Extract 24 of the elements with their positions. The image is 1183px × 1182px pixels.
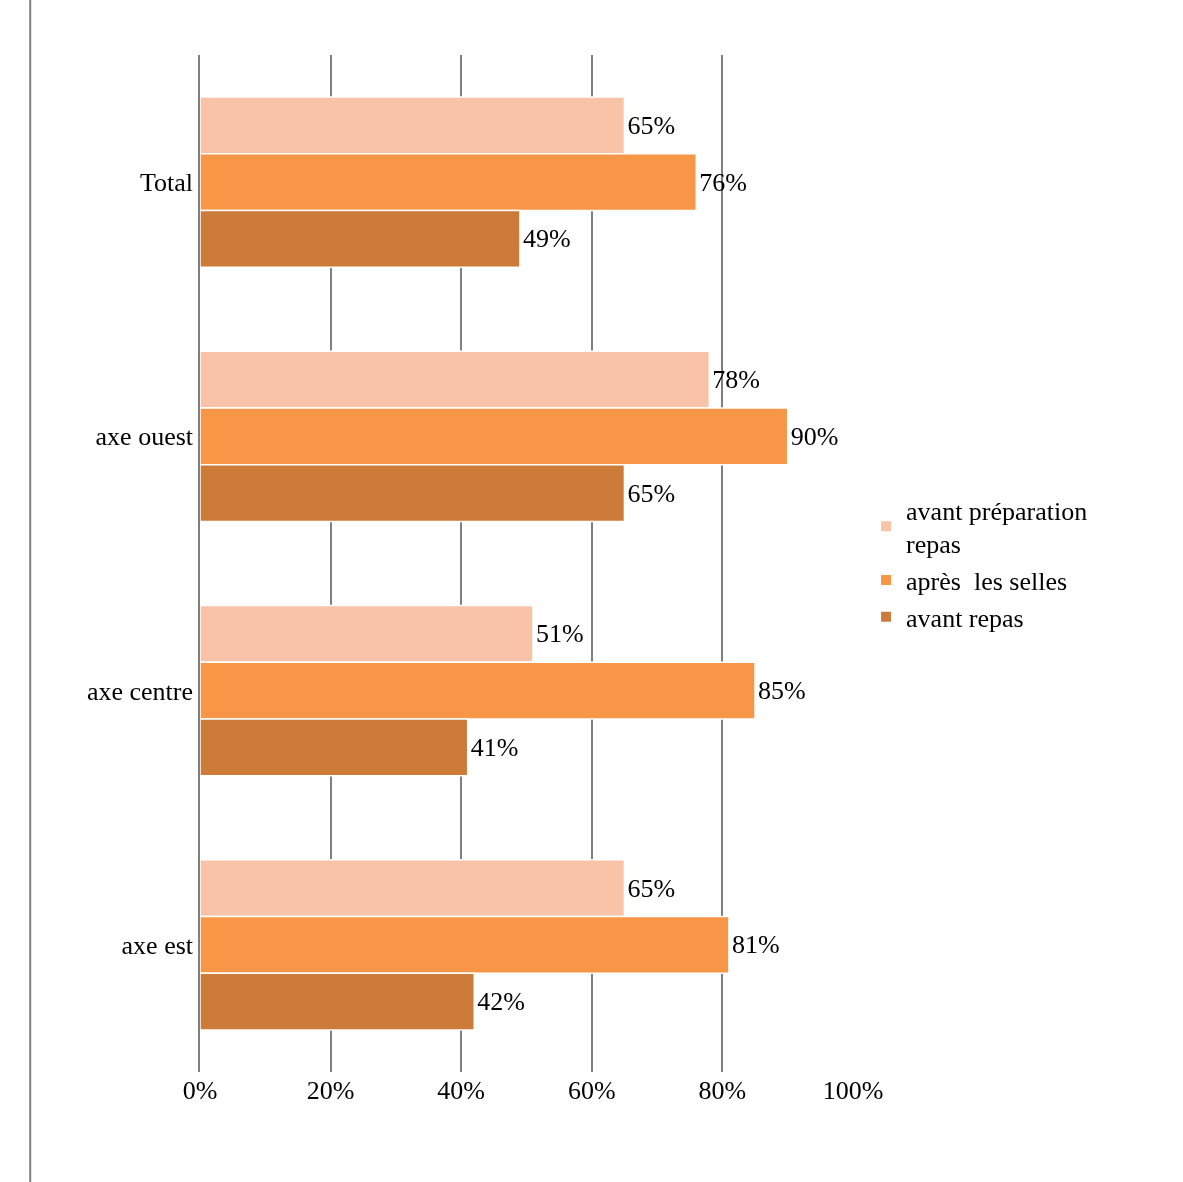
data-label: 85% xyxy=(758,676,806,706)
x-tick-label: 80% xyxy=(698,1076,747,1105)
legend-label: après les selles xyxy=(906,567,1068,597)
x-tick-label: 20% xyxy=(306,1076,355,1105)
data-label: 51% xyxy=(536,619,584,649)
data-label: 65% xyxy=(627,110,676,140)
x-tick-label: 60% xyxy=(567,1076,616,1105)
data-label: 65% xyxy=(627,873,676,903)
data-label: 78% xyxy=(712,365,761,395)
x-tick-label: 40% xyxy=(437,1076,486,1105)
data-label: 41% xyxy=(470,732,519,762)
data-label: 76% xyxy=(699,167,747,197)
y-tick-label: axe centre xyxy=(86,676,194,706)
legend-label: avant repas xyxy=(906,603,1024,633)
x-tick-label: 100% xyxy=(822,1076,884,1105)
y-tick-label: axe ouest xyxy=(95,422,194,452)
y-tick-label: axe est xyxy=(121,930,194,960)
x-tick-label: 0% xyxy=(182,1076,218,1105)
data-label: 81% xyxy=(731,930,780,960)
data-label: 65% xyxy=(627,478,676,508)
data-label: 90% xyxy=(790,421,839,451)
data-label: 42% xyxy=(477,987,525,1017)
data-label: 49% xyxy=(522,224,571,254)
y-tick-label: Total xyxy=(139,168,194,198)
